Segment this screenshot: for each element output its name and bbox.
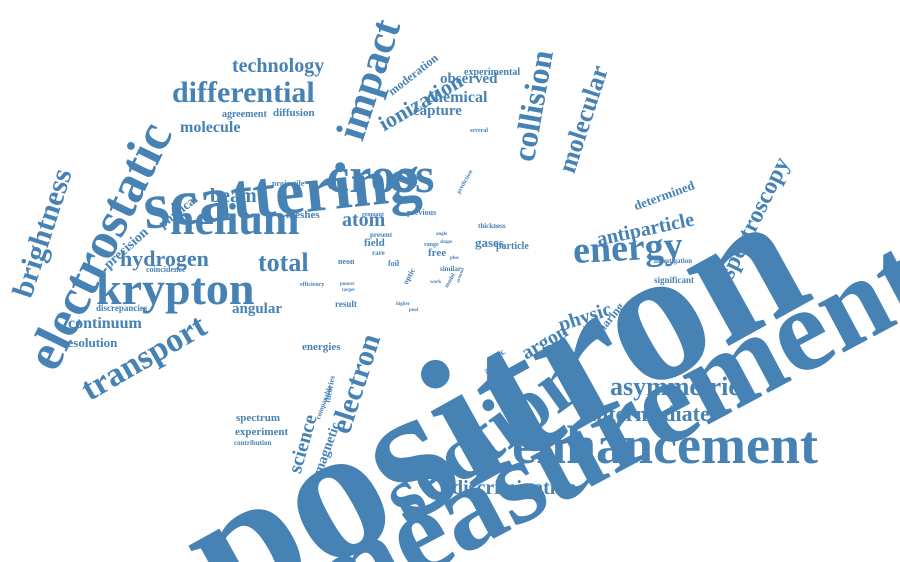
word-several: several xyxy=(470,128,488,134)
word-total: total xyxy=(258,248,309,277)
word-collision: collision xyxy=(505,47,560,164)
word-work: work xyxy=(430,280,442,285)
word-result: result xyxy=(335,299,357,309)
word-agreement: agreement xyxy=(222,109,267,120)
word-energies: energies xyxy=(302,341,341,353)
word-observed: observed xyxy=(440,71,498,87)
word-intermediate: intermediate xyxy=(590,401,710,426)
word-discrimination: discrimination xyxy=(452,477,577,499)
word-technology: technology xyxy=(232,55,325,77)
word-neon: neon xyxy=(338,257,355,266)
word-angle: angle xyxy=(436,232,448,237)
word-continuum: continuum xyxy=(68,315,142,332)
word-higher: higher xyxy=(396,302,410,307)
word-meshes: meshes xyxy=(286,209,320,221)
word-differential: differential xyxy=(172,76,315,109)
word-resolution: resolution xyxy=(62,335,118,350)
word-atom: atom xyxy=(342,209,386,231)
word-molecular: molecular xyxy=(552,61,615,177)
word-similar: similar xyxy=(440,265,461,273)
word-discrepancies: discrepancies xyxy=(96,303,148,313)
word-molecule: molecule xyxy=(180,119,241,136)
word-projectile: projectile xyxy=(272,179,305,188)
word-hydrogen: hydrogen xyxy=(120,246,209,271)
word-cross: cross xyxy=(327,147,435,203)
word-pourer: pourer xyxy=(340,282,355,287)
word-chemical: chemical xyxy=(427,89,488,106)
word-prediction: prediction xyxy=(456,169,475,195)
word-efficiency: efficiency xyxy=(300,282,325,288)
word-gases: gases xyxy=(475,235,504,250)
word-previous: previous xyxy=(407,208,437,217)
word-spectrum: spectrum xyxy=(236,412,280,424)
word-free: free xyxy=(428,247,447,259)
word-angular: angular xyxy=(232,301,283,317)
word-helium: helium xyxy=(170,195,300,244)
word-beam: beam xyxy=(210,185,257,207)
word-thickness: thickness xyxy=(478,222,506,230)
word-asymmetries: asymmetries xyxy=(610,372,751,401)
word-foil: foil xyxy=(388,259,400,268)
word-capture: capture xyxy=(413,103,462,119)
word-significant: significant xyxy=(654,275,695,285)
word-target: target xyxy=(342,288,355,293)
word-pool: pool xyxy=(409,308,419,313)
word-shape: shape xyxy=(440,240,453,245)
word-particle: particle xyxy=(496,241,529,252)
word-experimental: experimental xyxy=(464,67,521,78)
word-plus: plus xyxy=(450,256,459,261)
word-range: range xyxy=(424,242,439,248)
word-enhancement: enhancement xyxy=(512,415,818,475)
word-rare: rare xyxy=(372,249,385,257)
word-diffusion: diffusion xyxy=(273,107,315,119)
word-optic: optic xyxy=(401,266,417,286)
word-model: model xyxy=(444,272,458,289)
word-experiment: experiment xyxy=(235,426,289,438)
word-investigation: investigation xyxy=(654,257,693,265)
word-krypton: krypton xyxy=(96,263,255,314)
word-contribution: contribution xyxy=(234,439,272,447)
word-field: field xyxy=(364,237,385,249)
word-present: present xyxy=(370,231,393,239)
word-remnant: remnant xyxy=(362,212,384,218)
word-coincidence: coincidence xyxy=(146,265,186,274)
